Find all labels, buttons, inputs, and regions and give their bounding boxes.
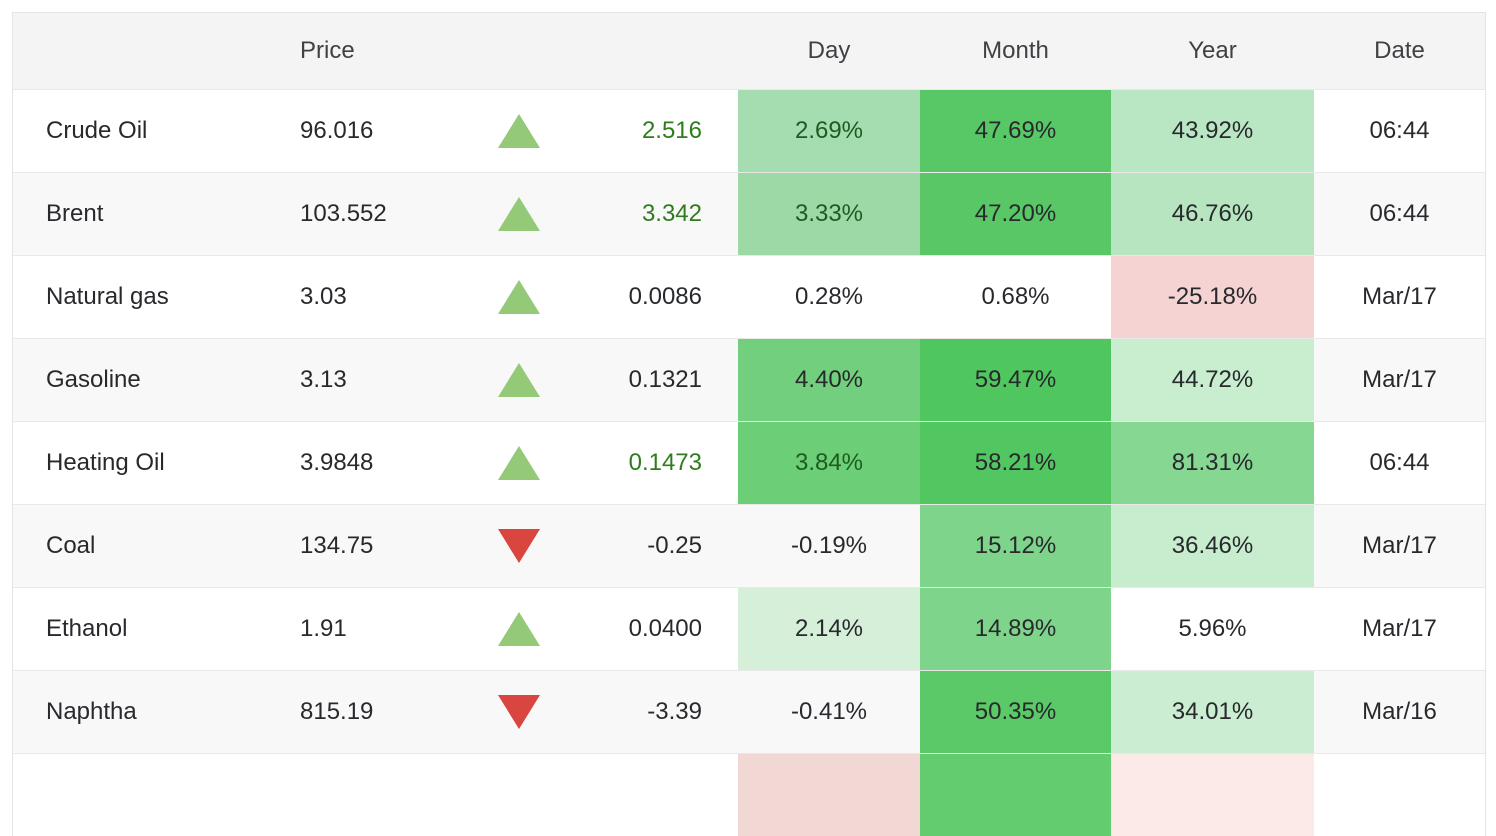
up-arrow-icon	[498, 114, 540, 148]
date-cell: 06:44	[1369, 117, 1430, 144]
commodity-name[interactable]: Ethanol	[46, 615, 128, 642]
price-value: 3.9848	[300, 449, 374, 476]
price-value: 3.03	[300, 283, 347, 310]
month-change-cell: 15.12%	[920, 505, 1111, 587]
change-value	[565, 754, 738, 836]
direction-cell	[473, 339, 565, 421]
day-change-cell: -0.41%	[790, 698, 868, 725]
month-change-cell: 59.47%	[920, 339, 1111, 421]
change-value: 0.0086	[628, 283, 702, 310]
commodity-name[interactable]	[13, 754, 286, 836]
day-change-cell: 3.33%	[738, 173, 920, 255]
day-change-cell: 2.69%	[738, 90, 920, 172]
price-value: 96.016	[300, 117, 374, 144]
table-row: Gasoline 3.13 0.1321 4.40% 59.47% 44.72%…	[13, 338, 1485, 421]
month-change-cell	[920, 754, 1111, 836]
year-change-cell: 43.92%	[1111, 90, 1314, 172]
column-header-price[interactable]: Price	[300, 37, 355, 64]
direction-cell	[473, 754, 565, 836]
up-arrow-icon	[498, 446, 540, 480]
price-value: 134.75	[300, 532, 374, 559]
commodities-table: Price Day Month Year Date Crude Oil 96.0…	[12, 12, 1486, 836]
table-row: Ethanol 1.91 0.0400 2.14% 14.89% 5.96% M…	[13, 587, 1485, 670]
up-arrow-icon	[498, 197, 540, 231]
date-cell	[1314, 754, 1485, 836]
change-value: 0.0400	[628, 615, 702, 642]
table-row: Natural gas 3.03 0.0086 0.28% 0.68% -25.…	[13, 255, 1485, 338]
change-value: 0.1321	[628, 366, 702, 393]
year-change-cell: 36.46%	[1111, 505, 1314, 587]
date-cell: 06:44	[1369, 200, 1430, 227]
year-change-cell: 46.76%	[1111, 173, 1314, 255]
day-change-cell	[738, 754, 920, 836]
day-change-cell: 3.84%	[738, 422, 920, 504]
direction-cell	[473, 671, 565, 753]
table-row: Naphtha 815.19 -3.39 -0.41% 50.35% 34.01…	[13, 670, 1485, 753]
price-value: 1.91	[300, 615, 347, 642]
month-change-cell: 47.20%	[920, 173, 1111, 255]
commodity-name[interactable]: Coal	[46, 532, 96, 559]
commodity-name[interactable]: Naphtha	[46, 698, 137, 725]
date-cell: Mar/16	[1362, 698, 1437, 725]
table-row: Heating Oil 3.9848 0.1473 3.84% 58.21% 8…	[13, 421, 1485, 504]
year-change-cell: -25.18%	[1111, 256, 1314, 338]
price-value	[286, 754, 473, 836]
direction-cell	[473, 588, 565, 670]
up-arrow-icon	[498, 363, 540, 397]
month-change-cell: 47.69%	[920, 90, 1111, 172]
direction-cell	[473, 90, 565, 172]
day-change-cell: -0.19%	[790, 532, 868, 559]
commodity-name[interactable]: Natural gas	[46, 283, 169, 310]
table-header-row: Price Day Month Year Date	[13, 13, 1485, 89]
column-header-day[interactable]: Day	[807, 37, 851, 64]
change-value: 0.1473	[628, 449, 702, 476]
column-header-date[interactable]: Date	[1374, 37, 1425, 64]
date-cell: Mar/17	[1362, 283, 1437, 310]
date-cell: Mar/17	[1362, 366, 1437, 393]
change-value: 2.516	[641, 117, 702, 144]
change-value: -0.25	[647, 532, 702, 559]
down-arrow-icon	[498, 529, 540, 563]
commodity-name[interactable]: Crude Oil	[46, 117, 148, 144]
month-change-cell: 14.89%	[920, 588, 1111, 670]
year-change-cell: 81.31%	[1111, 422, 1314, 504]
commodity-name[interactable]: Brent	[46, 200, 104, 227]
column-header-year[interactable]: Year	[1188, 37, 1237, 64]
date-cell: 06:44	[1369, 449, 1430, 476]
column-header-month[interactable]: Month	[982, 37, 1049, 64]
commodity-name[interactable]: Gasoline	[46, 366, 141, 393]
down-arrow-icon	[498, 695, 540, 729]
price-value: 103.552	[300, 200, 387, 227]
commodity-name[interactable]: Heating Oil	[46, 449, 165, 476]
price-value: 815.19	[300, 698, 374, 725]
year-change-cell	[1111, 754, 1314, 836]
table-row: Brent 103.552 3.342 3.33% 47.20% 46.76% …	[13, 172, 1485, 255]
date-cell: Mar/17	[1362, 615, 1437, 642]
direction-cell	[473, 256, 565, 338]
direction-cell	[473, 422, 565, 504]
direction-cell	[473, 505, 565, 587]
change-value: 3.342	[641, 200, 702, 227]
year-change-cell: 5.96%	[1178, 615, 1247, 642]
price-value: 3.13	[300, 366, 347, 393]
table-row	[13, 753, 1485, 836]
day-change-cell: 2.14%	[738, 588, 920, 670]
day-change-cell: 0.28%	[794, 283, 864, 310]
year-change-cell: 44.72%	[1111, 339, 1314, 421]
table-row: Crude Oil 96.016 2.516 2.69% 47.69% 43.9…	[13, 89, 1485, 172]
date-cell: Mar/17	[1362, 532, 1437, 559]
change-value: -3.39	[647, 698, 702, 725]
month-change-cell: 0.68%	[981, 283, 1050, 310]
up-arrow-icon	[498, 612, 540, 646]
day-change-cell: 4.40%	[738, 339, 920, 421]
year-change-cell: 34.01%	[1111, 671, 1314, 753]
month-change-cell: 58.21%	[920, 422, 1111, 504]
month-change-cell: 50.35%	[920, 671, 1111, 753]
table-row: Coal 134.75 -0.25 -0.19% 15.12% 36.46% M…	[13, 504, 1485, 587]
direction-cell	[473, 173, 565, 255]
up-arrow-icon	[498, 280, 540, 314]
